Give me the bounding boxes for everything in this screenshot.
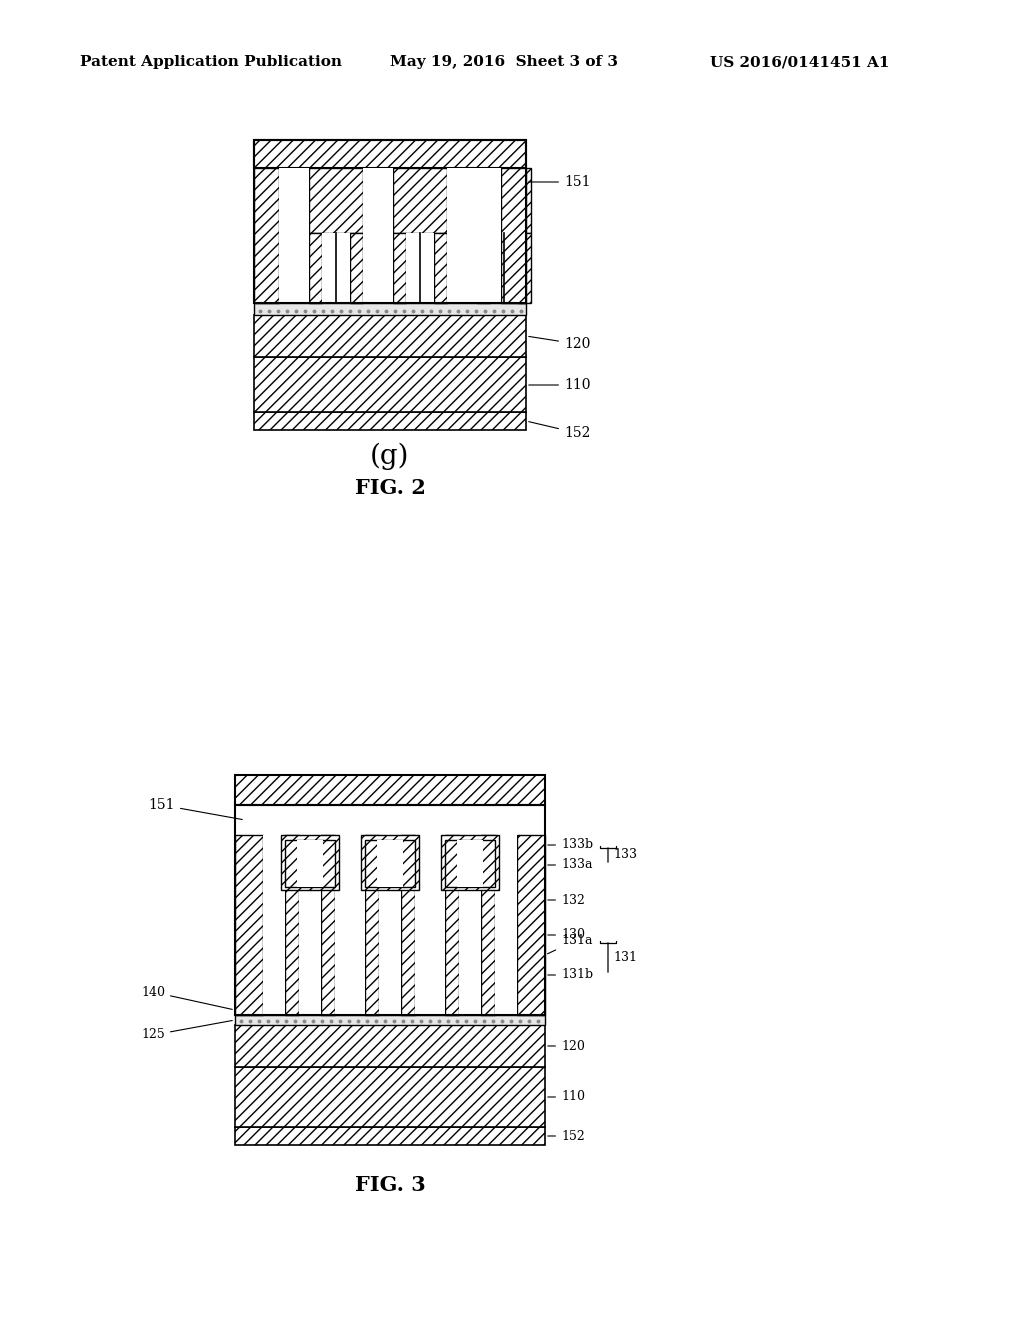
Text: 152: 152 [528,421,591,440]
Text: 151: 151 [148,799,243,820]
Bar [415,836,445,1015]
Bar [321,836,335,1015]
Bar [365,840,415,887]
Bar [434,234,447,304]
Bar [365,836,379,1015]
Bar [254,304,526,315]
Bar [441,836,499,890]
Text: 132: 132 [548,894,585,907]
Bar [285,840,335,887]
Bar [299,836,321,1015]
Bar [517,836,545,1015]
Bar [254,140,526,304]
Text: 151: 151 [528,176,591,189]
Bar [362,168,393,304]
Text: FIG. 3: FIG. 3 [354,1175,425,1195]
Bar [309,168,362,234]
Bar [234,805,545,1015]
Text: 110: 110 [528,378,591,392]
Text: 131a: 131a [548,933,593,954]
Text: 140: 140 [141,986,232,1010]
Bar [309,234,322,304]
Bar [254,315,526,356]
Text: 152: 152 [548,1130,585,1143]
Text: 120: 120 [528,337,591,351]
Text: 133: 133 [613,849,637,862]
Bar [234,1127,545,1144]
Bar [279,168,309,304]
Text: 131b: 131b [548,969,593,982]
Bar [234,1015,545,1026]
Bar [445,836,459,1015]
Bar [459,836,481,1015]
Bar [393,234,406,304]
Bar [297,840,323,887]
Text: FIG. 2: FIG. 2 [354,478,425,498]
Bar [234,775,545,805]
Bar [379,836,401,1015]
Bar [234,1067,545,1127]
Bar [490,234,518,304]
Bar [445,840,495,887]
Bar [361,836,419,890]
Bar [322,234,350,304]
Text: 130: 130 [548,928,585,941]
Text: 120: 120 [548,1040,585,1052]
Text: 125: 125 [141,1020,232,1041]
Bar [254,412,526,430]
Bar [477,168,531,234]
Bar [254,168,279,304]
Bar [377,840,403,887]
Bar [477,234,490,304]
Bar [481,836,495,1015]
Bar [350,234,362,304]
Bar [335,836,365,1015]
Bar [263,836,285,1015]
Bar [234,836,263,1015]
Text: US 2016/0141451 A1: US 2016/0141451 A1 [710,55,890,69]
Text: May 19, 2016  Sheet 3 of 3: May 19, 2016 Sheet 3 of 3 [390,55,618,69]
Bar [254,356,526,412]
Bar [447,168,477,304]
Bar [518,234,531,304]
Bar [281,836,339,890]
Bar [501,168,526,304]
Bar [457,840,483,887]
Text: 131: 131 [613,950,637,964]
Bar [234,1026,545,1067]
Text: 110: 110 [548,1090,585,1104]
Bar [254,140,526,168]
Text: 133b: 133b [548,838,593,851]
Bar [393,168,447,234]
Bar [406,234,434,304]
Bar [285,836,299,1015]
Text: Patent Application Publication: Patent Application Publication [80,55,342,69]
Bar [471,168,501,304]
Bar [495,836,517,1015]
Text: (g): (g) [371,442,410,470]
Text: 133a: 133a [548,858,593,871]
Bar [401,836,415,1015]
